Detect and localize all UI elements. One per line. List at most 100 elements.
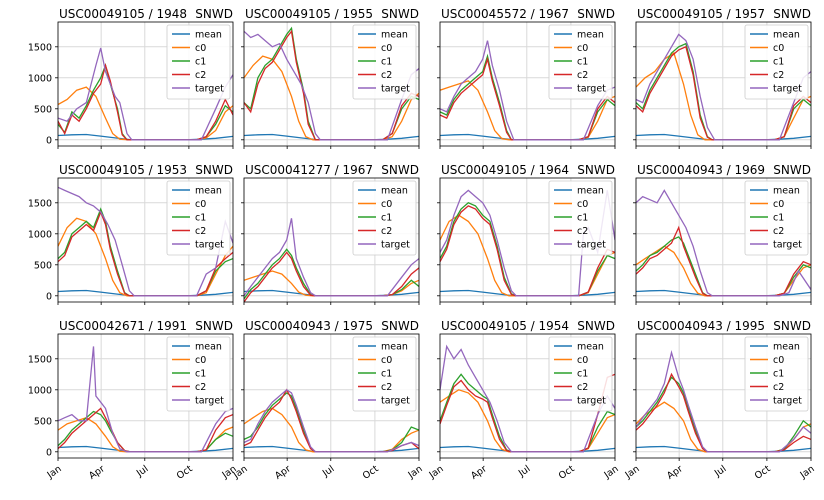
legend-label-mean: mean xyxy=(577,30,604,41)
series-line-c0 xyxy=(440,214,615,297)
legend-label-mean: mean xyxy=(577,186,604,197)
legend-label-target: target xyxy=(577,396,606,407)
series-line-target xyxy=(244,30,419,141)
axes-frame xyxy=(243,333,420,459)
series-line-c2 xyxy=(440,373,615,453)
series-line-target xyxy=(636,33,811,141)
legend-label-c0: c0 xyxy=(381,199,392,210)
legend-label-c1: c1 xyxy=(381,369,392,380)
subplot-7: USC00049105 / 1964 SNWD mean c0 c1 c2 target xyxy=(437,163,616,305)
legend-label-mean: mean xyxy=(773,342,800,353)
subplot-variable: SNWD xyxy=(195,163,233,177)
subplot-variable: SNWD xyxy=(381,163,419,177)
y-tick-label: 1000 xyxy=(28,385,52,396)
legend-label-c1: c1 xyxy=(195,213,206,224)
subplot-2: USC00049105 / 1955 SNWD mean c0 c1 c2 target xyxy=(241,7,420,149)
legend-label-c0: c0 xyxy=(195,199,206,210)
legend-label-c2: c2 xyxy=(195,382,206,393)
legend-label-target: target xyxy=(195,396,224,407)
series-line-c0 xyxy=(58,217,233,297)
series-line-c2 xyxy=(244,251,419,302)
series-line-target xyxy=(636,350,811,453)
legend-label-c1: c1 xyxy=(381,213,392,224)
legend: mean c0 c1 c2 target xyxy=(548,336,613,412)
series-line-target xyxy=(244,388,419,453)
series-line-c2 xyxy=(244,29,419,141)
legend: mean c0 c1 c2 target xyxy=(744,24,809,100)
series-line-target xyxy=(58,346,233,453)
legend-label-target: target xyxy=(577,240,606,251)
legend-label-mean: mean xyxy=(773,186,800,197)
legend-label-c2: c2 xyxy=(577,226,588,237)
x-tick-label: Apr xyxy=(273,463,293,481)
legend-label-c1: c1 xyxy=(577,369,588,380)
series-line-c1 xyxy=(244,248,419,300)
legend-box xyxy=(744,336,809,412)
series-line-target xyxy=(440,40,615,141)
subplot-variable: SNWD xyxy=(773,163,811,177)
legend-label-mean: mean xyxy=(773,30,800,41)
legend-label-target: target xyxy=(381,240,410,251)
series-line-c2 xyxy=(58,63,233,141)
legend-box xyxy=(352,24,417,100)
x-tick-label: Jan xyxy=(798,463,817,481)
subplot-title: USC00049105 / 1955 xyxy=(245,7,373,21)
legend-label-c0: c0 xyxy=(195,355,206,366)
legend: mean c0 c1 c2 target xyxy=(744,180,809,256)
subplot-title: USC00049105 / 1948 xyxy=(59,7,187,21)
y-tick-label: 1500 xyxy=(28,42,52,53)
legend-label-c0: c0 xyxy=(381,355,392,366)
subplot-variable: SNWD xyxy=(773,319,811,333)
axes-frame xyxy=(439,333,616,459)
x-tick-label: Jan xyxy=(623,463,642,481)
subplot-variable: SNWD xyxy=(577,319,615,333)
legend-label-c0: c0 xyxy=(773,355,784,366)
legend-box xyxy=(744,24,809,100)
series-line-c0 xyxy=(58,86,233,141)
legend-label-target: target xyxy=(773,240,802,251)
subplot-title: USC00049105 / 1964 xyxy=(441,163,569,177)
legend-label-target: target xyxy=(773,84,802,95)
subplot-variable: SNWD xyxy=(195,7,233,21)
y-tick-label: 1500 xyxy=(28,354,52,365)
x-tick-label: Jan xyxy=(602,463,621,481)
legend: mean c0 c1 c2 target xyxy=(166,24,231,100)
y-tick-label: 500 xyxy=(34,260,52,271)
legend-label-target: target xyxy=(381,396,410,407)
legend-label-c2: c2 xyxy=(381,70,392,81)
legend-box xyxy=(166,24,231,100)
legend-label-c2: c2 xyxy=(381,226,392,237)
subplot-3: USC00045572 / 1967 SNWD mean c0 c1 c2 target xyxy=(437,7,616,149)
series-line-target xyxy=(244,218,419,297)
subplot-8: USC00040943 / 1969 SNWD mean c0 c1 c2 target xyxy=(633,163,812,305)
legend: mean c0 c1 c2 target xyxy=(352,180,417,256)
axes-frame xyxy=(243,21,420,147)
series-line-target xyxy=(58,47,233,141)
legend-label-c2: c2 xyxy=(381,382,392,393)
legend-label-mean: mean xyxy=(381,186,408,197)
legend: mean c0 c1 c2 target xyxy=(548,24,613,100)
series-line-c0 xyxy=(636,245,811,297)
legend-label-mean: mean xyxy=(195,342,222,353)
x-tick-label: Apr xyxy=(87,463,107,481)
legend-label-c0: c0 xyxy=(773,199,784,210)
x-tick-label: Oct xyxy=(557,463,577,482)
legend-label-mean: mean xyxy=(195,30,222,41)
legend-label-target: target xyxy=(195,84,224,95)
y-tick-label: 0 xyxy=(46,447,52,458)
legend-label-c2: c2 xyxy=(577,70,588,81)
subplot-title: USC00041277 / 1967 xyxy=(245,163,373,177)
series-line-c2 xyxy=(636,372,811,453)
legend-label-mean: mean xyxy=(381,342,408,353)
series-line-target xyxy=(58,186,233,297)
subplot-title: USC00049105 / 1957 xyxy=(637,7,765,21)
subplot-6: USC00041277 / 1967 SNWD mean c0 c1 c2 target xyxy=(241,163,420,305)
legend-label-mean: mean xyxy=(195,186,222,197)
legend-label-mean: mean xyxy=(577,342,604,353)
series-line-c0 xyxy=(636,51,811,141)
legend-label-c0: c0 xyxy=(577,43,588,54)
subplot-title: USC00049105 / 1954 xyxy=(441,319,569,333)
x-tick-label: Oct xyxy=(175,463,195,482)
axes-frame xyxy=(57,177,234,303)
